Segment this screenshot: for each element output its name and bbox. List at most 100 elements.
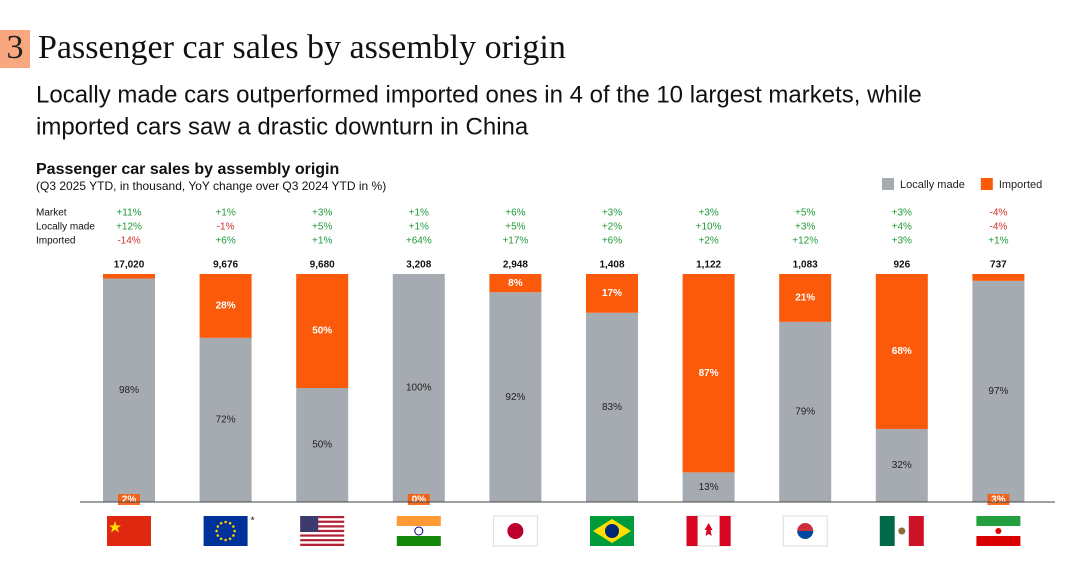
flag (300, 539, 345, 542)
bar-segment (489, 292, 542, 502)
segment-label: 50% (312, 326, 332, 337)
bar-segment (489, 274, 542, 293)
yoy-value: -4% (990, 222, 1008, 233)
flag (908, 516, 924, 546)
yoy-value: -1% (217, 222, 235, 233)
flag (300, 527, 345, 530)
flag-icon (590, 516, 634, 546)
yoy-value: +2% (698, 236, 718, 247)
segment-label: 83% (602, 402, 622, 413)
flag (300, 516, 345, 519)
bar-segment (199, 337, 252, 502)
flag (232, 534, 235, 537)
flag (704, 523, 713, 536)
flag (224, 520, 227, 524)
flag (203, 516, 248, 546)
yoy-value: +3% (795, 222, 815, 233)
flag (228, 521, 232, 525)
chart-title: Passenger car sales by assembly origin (36, 161, 339, 178)
page-subtitle: imported cars saw a drastic downturn in … (36, 113, 529, 140)
yoy-value: +1% (409, 222, 429, 233)
flag (976, 516, 1021, 526)
flag (507, 523, 524, 539)
yoy-value: +3% (892, 236, 912, 247)
yoy-value: +1% (215, 208, 235, 219)
segment-label: 68% (892, 346, 912, 357)
flag-icon (879, 516, 924, 546)
bar-segment (682, 274, 735, 473)
segment-label: 17% (602, 288, 622, 299)
flag (396, 516, 441, 526)
chart-subtitle: (Q3 2025 YTD, in thousand, YoY change ov… (36, 179, 386, 193)
flag (414, 526, 424, 536)
category-note: * (251, 516, 255, 527)
yoy-value: +6% (215, 236, 235, 247)
total-label: 9,676 (213, 260, 238, 271)
yoy-value: -4% (990, 208, 1008, 219)
legend-label: Imported (999, 179, 1042, 191)
yoy-value: +17% (502, 236, 528, 247)
flag (879, 516, 895, 546)
yoy-value: +3% (602, 208, 622, 219)
yoy-value: +3% (892, 208, 912, 219)
yoy-value: +1% (312, 236, 332, 247)
legend-label: Locally made (900, 179, 965, 191)
flag-icon (107, 516, 151, 546)
yoy-value: +6% (602, 236, 622, 247)
section-number: 3 (7, 29, 24, 66)
flag (233, 529, 236, 533)
bar-segment (586, 274, 638, 313)
segment-label: 13% (699, 482, 719, 493)
flag (686, 516, 698, 546)
yoy-value: +12% (116, 222, 142, 233)
flag (719, 516, 731, 546)
yoy-value: +6% (505, 208, 525, 219)
segment-label: 100% (406, 383, 432, 394)
flag (232, 525, 235, 528)
yoy-value: +1% (409, 208, 429, 219)
flag (300, 534, 345, 537)
bar-segment (199, 274, 252, 338)
flag (300, 532, 345, 535)
yoy-value: +5% (312, 222, 332, 233)
legend-swatch (882, 178, 894, 190)
flag (396, 526, 441, 536)
flag (605, 524, 619, 538)
yoy-value: +64% (406, 236, 432, 247)
segment-label: 87% (699, 368, 719, 379)
flag-icon (203, 516, 248, 546)
yoy-value: +4% (892, 222, 912, 233)
bar-segment (682, 472, 735, 502)
yoy-value: +11% (116, 208, 141, 219)
bar-segment (296, 388, 349, 502)
segment-label: 2% (122, 495, 137, 506)
section-number-box (0, 30, 30, 68)
segment-label: 0% (412, 495, 427, 506)
yoy-value: +5% (505, 222, 525, 233)
flag (300, 518, 345, 521)
flag (224, 538, 227, 542)
segment-label: 92% (505, 392, 525, 403)
flag (797, 523, 814, 531)
bar-segment (103, 274, 155, 279)
flag (797, 531, 814, 539)
flag-icon (396, 516, 441, 546)
label-backing (987, 494, 1010, 505)
bar-segment (972, 274, 1025, 281)
yoy-row-label: Market (36, 208, 67, 219)
total-label: 17,020 (114, 260, 145, 271)
segment-label: 21% (795, 293, 815, 304)
total-label: 9,680 (310, 260, 335, 271)
bar-segment (972, 280, 1025, 502)
flag (898, 527, 906, 535)
segment-label: 3% (991, 495, 1006, 506)
label-backing (407, 494, 430, 505)
page-subtitle: Locally made cars outperformed imported … (36, 81, 922, 108)
flag-icon (686, 515, 732, 547)
yoy-value: +12% (792, 236, 818, 247)
total-label: 3,208 (406, 260, 431, 271)
bar-segment (779, 321, 832, 502)
bar-segment (779, 274, 832, 322)
flag (219, 521, 223, 525)
